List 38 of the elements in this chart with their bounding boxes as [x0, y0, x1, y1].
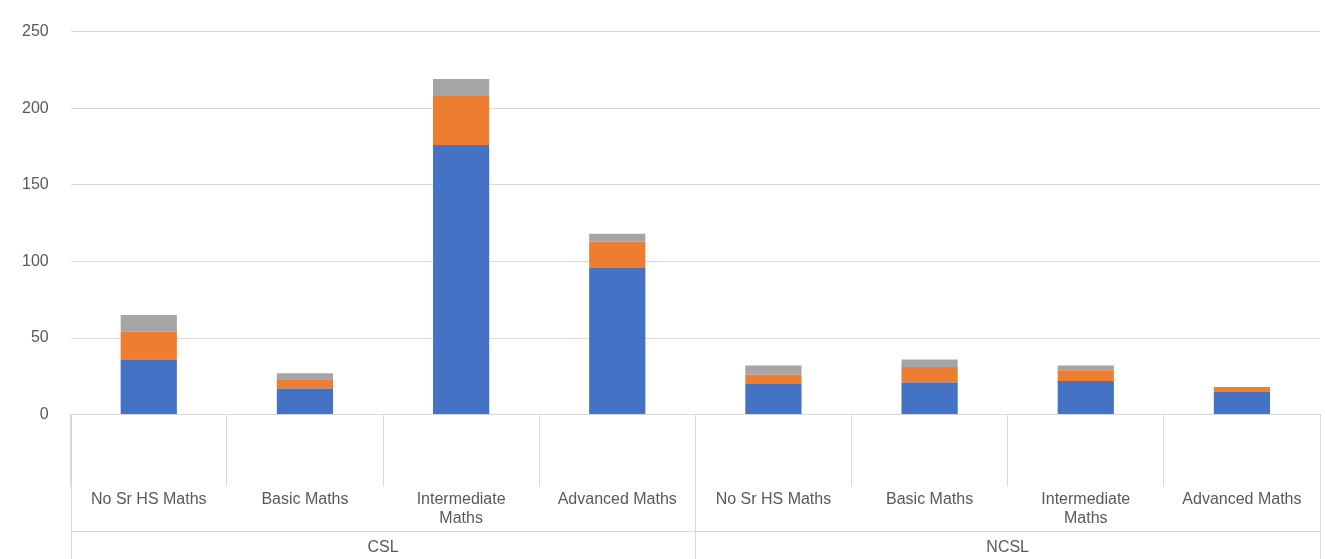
bar: [745, 374, 802, 384]
y-tick-label: 100: [21, 251, 49, 269]
bar: [120, 331, 177, 360]
bar: [432, 95, 490, 145]
bar: [901, 367, 958, 383]
y-tick-label: 50: [30, 328, 49, 346]
bar: [901, 359, 958, 368]
bar: [1213, 387, 1271, 392]
text: NCSL: [986, 538, 1030, 556]
text: CSL: [367, 538, 399, 556]
y-tick-label: 150: [21, 175, 49, 193]
x-tick-label: Basic Maths: [886, 489, 974, 507]
bar: [745, 365, 802, 375]
y-tick-label: 200: [21, 98, 49, 116]
bar: [1213, 391, 1271, 415]
bar: [1057, 380, 1114, 415]
bar: [120, 315, 177, 332]
bar: [901, 382, 958, 415]
bar: [589, 241, 646, 268]
bar: [1057, 370, 1114, 381]
y-tick-label: 250: [21, 22, 49, 40]
bar: [589, 233, 646, 242]
x-tick-label: Intermediate Maths: [416, 489, 506, 526]
x-tick-label: Basic Maths: [261, 489, 349, 507]
bar: [432, 144, 490, 415]
bar: [745, 383, 802, 415]
y-tick-label: 0: [39, 405, 49, 423]
x-tick-label: Advanced Maths: [1182, 489, 1302, 507]
bar: [276, 379, 334, 389]
x-tick-label: No Sr HS Maths: [90, 489, 207, 507]
bar: [120, 359, 177, 415]
bar: [276, 388, 334, 415]
bar: [276, 373, 334, 380]
bar: [432, 79, 490, 96]
x-tick-label: No Sr HS Maths: [715, 489, 832, 507]
bar: [589, 267, 646, 415]
x-tick-label: Advanced Maths: [557, 489, 677, 507]
x-tick-label: Intermediate Maths: [1041, 489, 1131, 526]
